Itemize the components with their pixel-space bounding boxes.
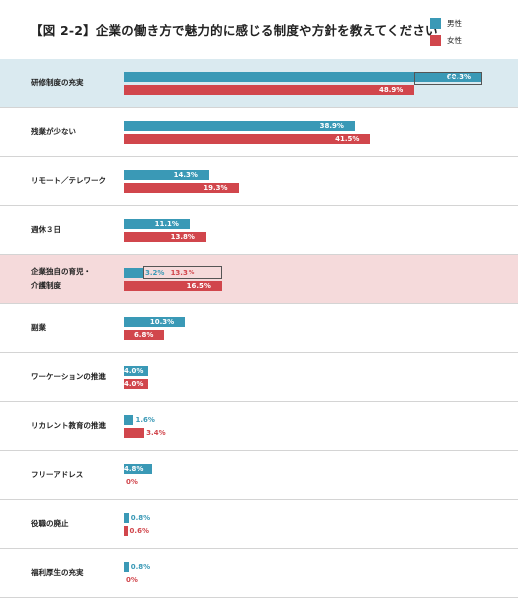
male-value-label: 10.3% xyxy=(149,318,175,326)
legend-label-male: 男性 xyxy=(447,18,462,28)
category-label: 研修制度の充実 xyxy=(31,78,84,87)
category-label: フリーアドレス xyxy=(31,470,84,479)
male-bar xyxy=(124,513,129,523)
male-value-label: 0.8% xyxy=(130,514,151,522)
female-bar xyxy=(124,526,128,536)
female-value-label: 0% xyxy=(126,478,138,486)
male-bar xyxy=(124,317,186,327)
chart-row: リモート／テレワーク 14.3% 19.3% xyxy=(0,157,518,206)
female-bar xyxy=(124,428,145,438)
female-bar xyxy=(124,379,148,389)
male-bar xyxy=(124,464,153,474)
male-value-label: 4.0% xyxy=(124,367,144,375)
chart-row: フリーアドレス 4.8% 0% xyxy=(0,451,518,500)
category-label: 週休３日 xyxy=(31,225,61,234)
difference-unit: % xyxy=(454,75,461,82)
male-bar xyxy=(124,219,190,229)
legend-item-female: 女性 xyxy=(430,34,462,46)
category-label: ワーケーションの推進 xyxy=(31,372,106,381)
female-bar xyxy=(124,330,165,340)
male-bar xyxy=(124,121,355,131)
legend: 男性 女性 xyxy=(430,17,462,51)
category-label: リモート／テレワーク xyxy=(31,176,106,185)
male-value-label: 0.8% xyxy=(130,563,151,571)
male-value-label: 11.1% xyxy=(154,220,179,228)
difference-value: 13.3 xyxy=(170,268,188,277)
female-value-label: 6.8% xyxy=(133,331,154,339)
chart-title: 【図 2-2】企業の働き方で魅力的に感じる制度や方針を教えてください xyxy=(30,23,438,38)
female-value-label: 48.9% xyxy=(379,86,404,94)
male-bar xyxy=(124,72,482,82)
female-value-label: 0.6% xyxy=(129,527,149,535)
male-value-label: 4.8% xyxy=(124,465,144,473)
male-value-label: 14.3% xyxy=(173,171,198,179)
legend-swatch-female xyxy=(430,34,441,46)
chart-row: 役職の廃止 0.8% 0.6% xyxy=(0,500,518,549)
difference-annotation: 11.5% xyxy=(414,72,482,85)
female-value-label: 19.3% xyxy=(203,184,228,192)
male-value-label: 60.3% xyxy=(446,73,471,81)
category-label: 役職の廃止 xyxy=(31,519,69,528)
male-bar xyxy=(124,562,129,572)
chart-row: ワーケーションの推進 4.0% 4.0% xyxy=(0,353,518,402)
legend-item-male: 男性 xyxy=(430,17,462,29)
difference-unit: % xyxy=(188,269,195,276)
female-bar xyxy=(124,134,371,144)
chart-rows: 研修制度の充実 60.3% 48.9% 11.5% 残業が少ない 38.9% 41.5% リモ… xyxy=(0,59,518,598)
female-value-label: 16.5% xyxy=(186,282,211,290)
female-value-label: 41.5% xyxy=(335,135,360,143)
female-bar xyxy=(124,281,222,291)
chart-row: 福利厚生の充実 0.8% 0% xyxy=(0,549,518,598)
female-value-label: 4.0% xyxy=(124,380,144,388)
female-bar xyxy=(124,183,239,193)
female-value-label: 0% xyxy=(126,576,138,584)
category-label: 副業 xyxy=(31,323,46,332)
category-label: リカレント教育の推進 xyxy=(31,421,106,430)
category-label: 残業が少ない xyxy=(31,127,76,136)
legend-swatch-male xyxy=(430,17,441,29)
chart-row: 残業が少ない 38.9% 41.5% xyxy=(0,108,518,157)
chart-row: 副業 10.3% 6.8% xyxy=(0,304,518,353)
legend-label-female: 女性 xyxy=(447,35,462,45)
male-bar xyxy=(124,170,209,180)
male-bar xyxy=(124,268,143,278)
female-bar xyxy=(124,232,206,242)
male-value-label: 1.6% xyxy=(135,416,155,424)
difference-annotation: 13.3% xyxy=(142,266,222,279)
category-label: 企業独自の育児・ 介護制度 xyxy=(31,267,91,290)
male-value-label: 3.2% xyxy=(144,269,165,277)
male-bar xyxy=(124,366,148,376)
chart-row: 研修制度の充実 60.3% 48.9% 11.5% xyxy=(0,59,518,108)
category-label: 福利厚生の充実 xyxy=(31,568,84,577)
female-value-label: 3.4% xyxy=(146,429,166,437)
chart-row: 企業独自の育児・ 介護制度 3.2% 16.5% 13.3% xyxy=(0,255,518,304)
female-bar xyxy=(124,85,415,95)
chart-row: リカレント教育の推進 1.6% 3.4% xyxy=(0,402,518,451)
female-value-label: 13.8% xyxy=(170,233,195,241)
chart-row: 週休３日 11.1% 13.8% xyxy=(0,206,518,255)
male-bar xyxy=(124,415,134,425)
male-value-label: 38.9% xyxy=(319,122,344,130)
difference-value: 11.5 xyxy=(436,74,454,83)
